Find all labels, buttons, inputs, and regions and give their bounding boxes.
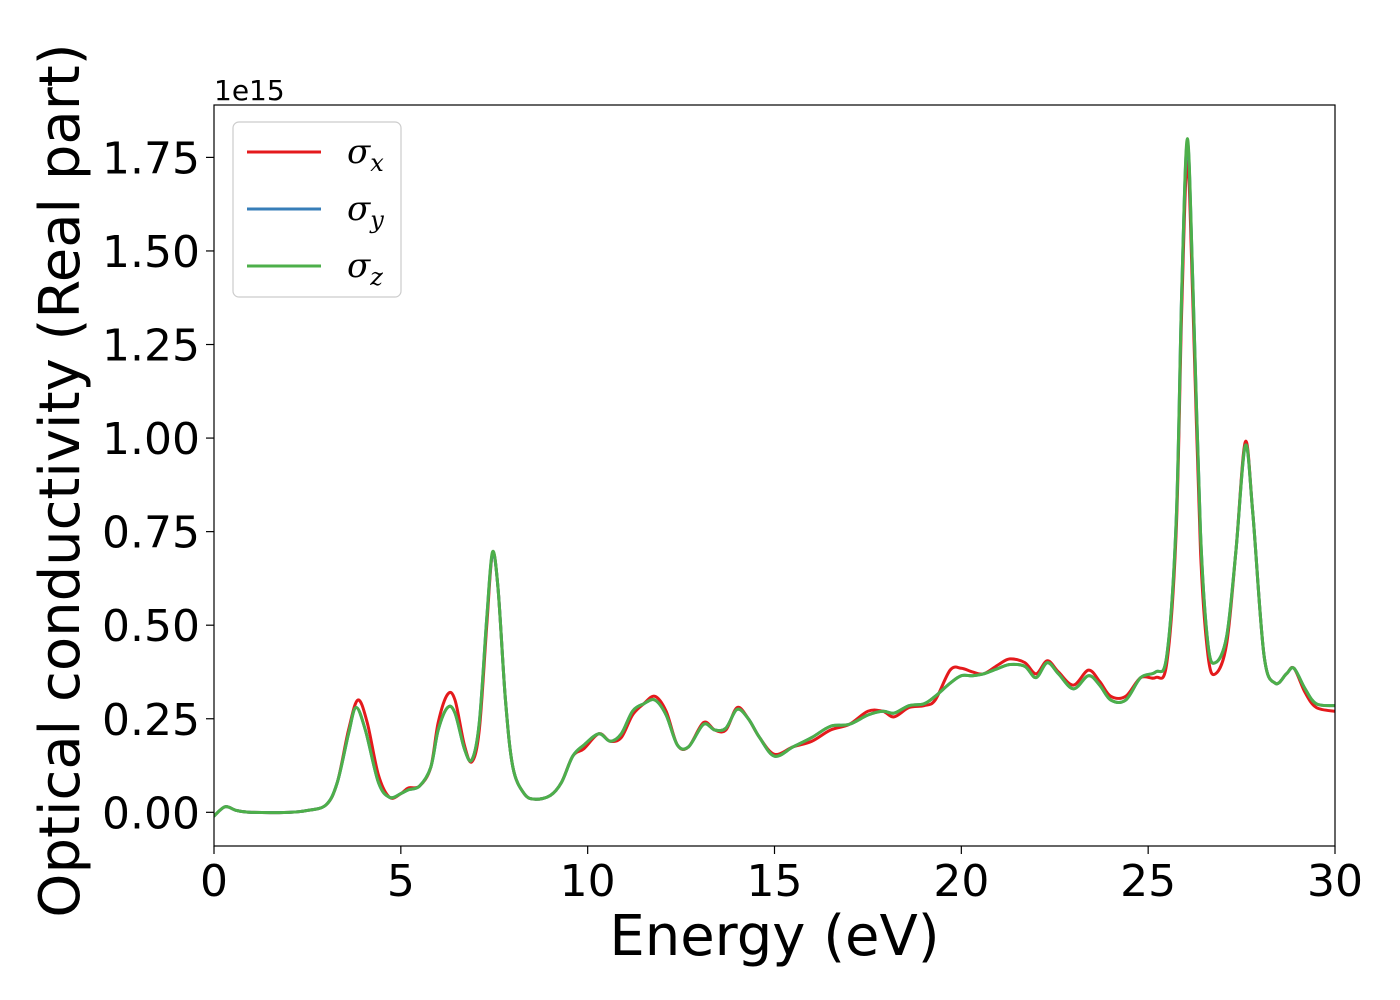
x-tick-label: 5 <box>387 856 415 907</box>
legend-label-x: σx <box>347 132 384 177</box>
series-layer <box>214 137 1335 818</box>
x-tick-label: 25 <box>1120 856 1176 907</box>
legend: σx σy σz <box>232 121 402 298</box>
legend-label-z: σz <box>347 246 383 291</box>
y-tick-label: 1.00 <box>102 414 200 465</box>
ticks-layer: 0 5 10 15 20 25 30 0.00 0.25 0.50 0.75 1.00 1.25 1.50… <box>102 133 1363 907</box>
y-tick-label: 0.25 <box>102 695 200 746</box>
y-tick-label: 1.50 <box>102 227 200 278</box>
y-tick-label: 0.50 <box>102 601 200 652</box>
series-line-z <box>214 137 1335 818</box>
x-tick-label: 0 <box>200 856 228 907</box>
y-tick-label: 0.00 <box>102 788 200 839</box>
x-axis-title: Energy (eV) <box>609 904 939 969</box>
y-tick-label: 1.25 <box>102 321 200 372</box>
x-tick-label: 10 <box>560 856 616 907</box>
x-tick-label: 30 <box>1307 856 1363 907</box>
y-tick-label: 1.75 <box>102 133 200 184</box>
y-axis-title: Optical conductivity (Real part) <box>28 43 93 917</box>
y-tick-label: 0.75 <box>102 508 200 559</box>
x-tick-label: 15 <box>747 856 803 907</box>
legend-label-y: σy <box>347 189 384 234</box>
y-offset-label: 1e15 <box>214 74 285 107</box>
x-tick-label: 20 <box>933 856 989 907</box>
